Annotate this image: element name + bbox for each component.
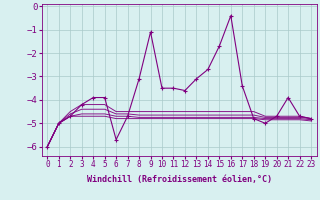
X-axis label: Windchill (Refroidissement éolien,°C): Windchill (Refroidissement éolien,°C) bbox=[87, 175, 272, 184]
